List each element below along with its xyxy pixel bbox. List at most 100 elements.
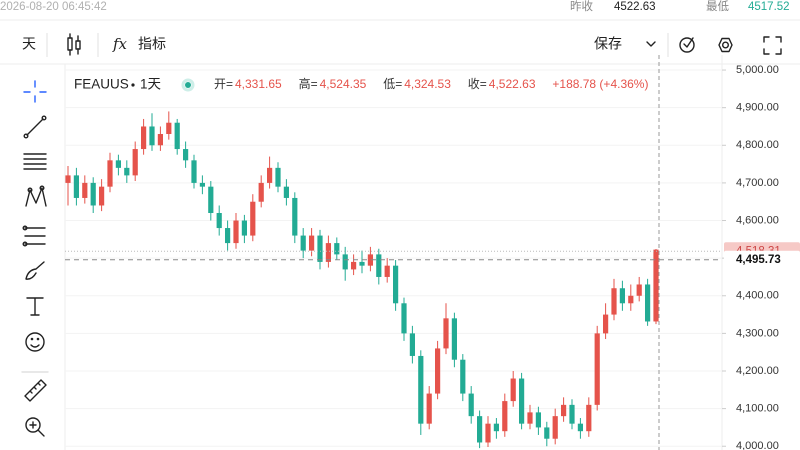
candle-body xyxy=(451,318,457,360)
legend-label: 收= xyxy=(468,77,487,91)
plot-area xyxy=(65,55,722,450)
y-tick-label: 4,200.00 xyxy=(736,365,779,377)
pattern-tool[interactable] xyxy=(25,185,47,207)
candle-body xyxy=(384,265,390,277)
text-tool[interactable] xyxy=(26,297,44,316)
zoom-tool[interactable] xyxy=(25,417,45,437)
datetime: 2026-08-20 06:45:42 xyxy=(0,1,107,13)
crosshair-tool[interactable] xyxy=(23,80,47,103)
candle-body xyxy=(460,359,466,394)
save-menu-button[interactable] xyxy=(646,41,656,47)
candle-body xyxy=(141,126,147,150)
symbol: FEAUUS xyxy=(74,77,129,92)
drawing-toolbar xyxy=(21,80,49,437)
legend-change: +188.78 (+4.36%) xyxy=(552,77,648,91)
price-label: 4,495.73 xyxy=(736,254,781,266)
candle-body xyxy=(149,126,155,146)
y-tick-label: 5,000.00 xyxy=(736,64,779,76)
candle-body xyxy=(241,220,247,236)
candle-body xyxy=(199,182,205,187)
forecast-tool[interactable] xyxy=(22,225,46,247)
legend-value: 4,522.63 xyxy=(489,77,536,91)
settings-button[interactable] xyxy=(718,37,733,53)
chart-type-button[interactable] xyxy=(67,33,81,56)
candle-body xyxy=(183,149,189,161)
legend-value: 4,524.35 xyxy=(320,77,367,91)
indicators-button[interactable]: 指标 xyxy=(138,36,166,52)
candle-body xyxy=(292,197,298,236)
candle-body xyxy=(552,416,558,439)
market-status-dot xyxy=(185,82,191,88)
candle-body xyxy=(300,235,306,251)
candle-body xyxy=(569,404,575,424)
candle-body xyxy=(82,182,88,198)
candle-body xyxy=(174,122,180,150)
candle-body xyxy=(115,160,121,168)
candle-body xyxy=(611,288,617,315)
candle-body xyxy=(544,427,550,439)
candle-body xyxy=(351,261,357,270)
candle-body xyxy=(527,412,533,424)
save-button[interactable]: 保存 xyxy=(594,36,622,52)
candle-body xyxy=(325,243,331,262)
candle-body xyxy=(502,401,508,432)
legend-label: 高= xyxy=(299,76,318,91)
legend: FEAUUS 1天 开= 4,331.65 高= 4,524.35 低= 4,324.53… xyxy=(74,76,648,91)
candle-body xyxy=(577,423,583,432)
trend-line-tool[interactable] xyxy=(23,115,47,139)
candle-body xyxy=(493,423,499,432)
candle-body xyxy=(603,314,609,334)
candle-body xyxy=(90,182,96,206)
emoji-tool[interactable] xyxy=(25,332,45,352)
candle-body xyxy=(191,160,197,183)
price-label-box xyxy=(724,250,800,269)
horizontal-lines-tool[interactable] xyxy=(23,153,47,170)
prev-close: 4522.63 xyxy=(614,1,656,13)
legend-label: 低= xyxy=(383,77,402,91)
candle-body xyxy=(250,201,256,236)
candle-body xyxy=(653,249,659,322)
candle-body xyxy=(73,175,79,198)
y-tick-label: 4,100.00 xyxy=(736,403,779,415)
candle-body xyxy=(157,134,163,146)
candle-body xyxy=(233,220,239,244)
y-tick-label: 4,300.00 xyxy=(736,327,779,339)
candle-body xyxy=(367,254,373,266)
candle-body xyxy=(216,213,222,229)
candle-body xyxy=(309,235,315,251)
candle-body xyxy=(225,228,231,244)
fullscreen-button[interactable] xyxy=(763,36,782,55)
candle-body xyxy=(267,167,273,183)
alert-button[interactable] xyxy=(679,37,695,53)
candle-body xyxy=(510,378,516,402)
prev-close-label: 昨收 xyxy=(570,0,593,13)
y-tick-label: 4,700.00 xyxy=(736,177,779,189)
candle-body xyxy=(334,243,340,255)
candle-body xyxy=(535,412,541,428)
candle-body xyxy=(619,288,625,304)
measure-tool[interactable] xyxy=(24,379,47,402)
candle-body xyxy=(124,167,130,176)
legend-value: 4,324.53 xyxy=(404,77,451,91)
candle-body xyxy=(586,404,592,432)
candle-body xyxy=(376,254,382,277)
candle-body xyxy=(426,393,432,424)
candle-body xyxy=(594,333,600,405)
candle-body xyxy=(628,295,634,304)
candle-body xyxy=(645,284,651,322)
candle-body xyxy=(435,348,441,394)
candle-body xyxy=(107,160,113,187)
legend-interval: 1天 xyxy=(140,77,162,92)
legend-label: 开= xyxy=(214,77,233,91)
candle-body xyxy=(636,284,642,296)
interval-button[interactable]: 天 xyxy=(22,36,36,52)
candle-body xyxy=(317,235,323,262)
candle-body xyxy=(132,149,138,176)
brush-tool[interactable] xyxy=(25,261,45,280)
candle-body xyxy=(409,333,415,356)
candle-body xyxy=(519,378,525,424)
y-tick-label: 4,900.00 xyxy=(736,102,779,114)
indicators-icon[interactable]: fx xyxy=(112,35,128,53)
